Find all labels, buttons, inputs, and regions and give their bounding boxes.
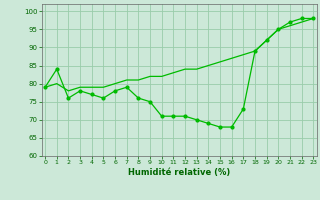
X-axis label: Humidité relative (%): Humidité relative (%) [128,168,230,177]
